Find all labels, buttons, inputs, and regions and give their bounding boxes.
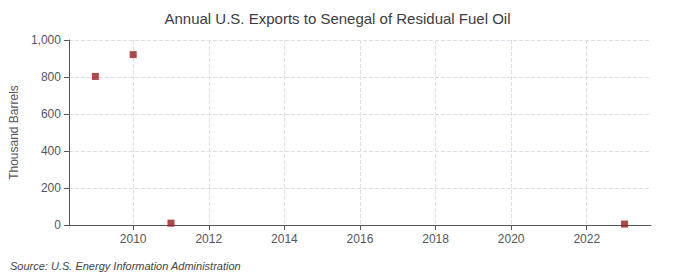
svg-text:400: 400	[41, 144, 61, 158]
svg-text:2012: 2012	[195, 232, 222, 246]
svg-text:2014: 2014	[271, 232, 298, 246]
svg-text:0: 0	[54, 218, 61, 232]
svg-text:Annual U.S. Exports to Senegal: Annual U.S. Exports to Senegal of Residu…	[164, 10, 510, 27]
svg-text:2018: 2018	[422, 232, 449, 246]
svg-text:Thousand Barrels: Thousand Barrels	[7, 85, 21, 180]
svg-text:2016: 2016	[347, 232, 374, 246]
svg-text:1,000: 1,000	[31, 33, 61, 47]
svg-text:200: 200	[41, 181, 61, 195]
svg-text:600: 600	[41, 107, 61, 121]
svg-text:Source: U.S. Energy Informatio: Source: U.S. Energy Information Administ…	[10, 260, 241, 272]
svg-text:800: 800	[41, 70, 61, 84]
svg-text:2022: 2022	[573, 232, 600, 246]
svg-text:2020: 2020	[498, 232, 525, 246]
svg-text:2010: 2010	[120, 232, 147, 246]
